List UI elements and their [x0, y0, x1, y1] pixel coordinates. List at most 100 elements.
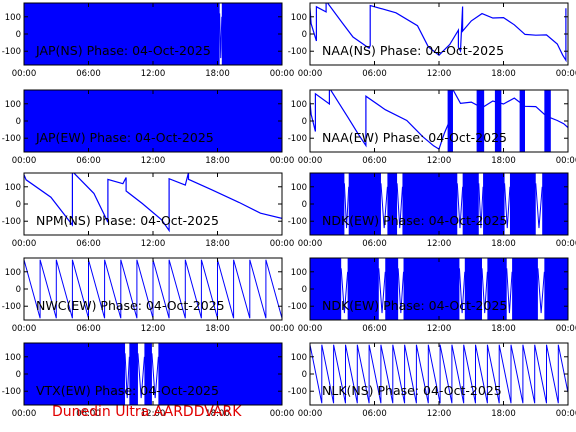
gap-trace: [340, 268, 349, 314]
x-tick-label: 00:00: [298, 156, 323, 166]
series-line: [310, 344, 568, 404]
dense-trace-block: [512, 258, 538, 320]
chart-panel: 100 0 -100 00:00 06:00 12:00 18:00 00:00 NDK(EW)…: [288, 172, 576, 249]
x-tick-label: 00:00: [298, 69, 323, 79]
dense-trace-block: [487, 258, 507, 320]
chart-panel: 100 0 -100 00:00 06:00 12:00 18:00 00:00 NDK(EW)…: [288, 257, 576, 334]
dense-trace-block: [544, 90, 551, 152]
dense-trace-block: [509, 173, 536, 235]
gap-trace: [151, 353, 159, 399]
x-tick-label: 00:00: [270, 409, 295, 419]
x-tick-label: 12:00: [141, 409, 166, 419]
x-tick-label: 00:00: [298, 409, 323, 419]
dense-trace-block: [494, 90, 502, 152]
plot-title: JAP(EW) Phase: 04-Oct-2025: [35, 130, 214, 145]
y-tick-label: 0: [16, 117, 21, 127]
dense-trace-block: [310, 173, 345, 235]
dense-trace-block: [385, 258, 399, 320]
y-tick-label: 100: [291, 183, 307, 193]
x-tick-label: 12:00: [427, 324, 452, 334]
x-tick-label: 00:00: [12, 409, 37, 419]
series-line: [24, 173, 282, 233]
x-tick-label: 18:00: [205, 156, 230, 166]
gap-trace: [380, 183, 388, 229]
dense-trace-block: [403, 258, 460, 320]
dense-trace-block: [24, 90, 282, 152]
plot-title: VTX(EW) Phase: 04-Oct-2025: [36, 383, 219, 398]
dense-trace-block: [464, 258, 482, 320]
x-tick-label: 00:00: [556, 239, 576, 249]
gap-trace: [219, 13, 223, 59]
x-tick-label: 18:00: [205, 69, 230, 79]
y-tick-label: 100: [291, 13, 307, 23]
plot-title: NWC(EW) Phase: 04-Oct-2025: [36, 298, 225, 313]
gap-trace: [378, 268, 386, 314]
dense-trace-block: [24, 3, 220, 65]
chart-panel: 100 0 -100 00:00 06:00 12:00 18:00 00:00 NLK(NS)…: [288, 342, 576, 419]
y-tick-label: 100: [291, 100, 307, 110]
plot-title: JAP(NS) Phase: 04-Oct-2025: [35, 43, 211, 58]
x-tick-label: 00:00: [270, 156, 295, 166]
chart-panel: 100 0 -100 00:00 06:00 12:00 18:00 00:00 NWC(EW)…: [2, 257, 294, 334]
y-tick-label: 100: [291, 268, 307, 278]
plot-title: NPM(NS) Phase: 04-Oct-2025: [36, 213, 219, 228]
x-tick-label: 06:00: [362, 239, 387, 249]
plot-area: [310, 173, 568, 235]
y-tick-label: 100: [291, 353, 307, 363]
x-tick-label: 12:00: [427, 69, 452, 79]
dense-trace-block: [347, 258, 379, 320]
series-line: [310, 3, 567, 63]
dense-trace-block: [402, 173, 458, 235]
dense-trace-block: [483, 173, 505, 235]
x-tick-label: 18:00: [491, 156, 516, 166]
x-tick-label: 06:00: [76, 239, 101, 249]
dense-trace-block: [144, 343, 152, 405]
x-tick-label: 00:00: [12, 156, 37, 166]
chart-panel: 100 0 -100 00:00 06:00 12:00 18:00 00:00 NAA(EW)…: [288, 89, 576, 166]
x-tick-label: 12:00: [141, 324, 166, 334]
x-tick-label: 18:00: [205, 409, 230, 419]
x-tick-label: 06:00: [76, 69, 101, 79]
plot-area: [310, 344, 568, 404]
dense-trace-block: [24, 343, 126, 405]
x-tick-label: 18:00: [491, 324, 516, 334]
y-tick-label: -100: [288, 134, 307, 144]
plot-title: NDK(EW) Phase: 04-Oct-2025: [322, 213, 507, 228]
dense-trace-block: [544, 258, 568, 320]
y-tick-label: -100: [2, 302, 21, 312]
y-tick-label: -100: [2, 217, 21, 227]
y-tick-label: 0: [302, 285, 307, 295]
plot-area: [24, 173, 282, 233]
gap-trace: [481, 268, 488, 314]
x-tick-label: 00:00: [556, 156, 576, 166]
y-tick-label: -100: [288, 302, 307, 312]
x-tick-label: 00:00: [270, 239, 295, 249]
y-tick-label: 0: [302, 117, 307, 127]
x-tick-label: 18:00: [491, 239, 516, 249]
y-tick-label: -100: [2, 134, 21, 144]
gap-trace: [343, 183, 350, 229]
x-tick-label: 06:00: [362, 409, 387, 419]
dense-trace-block: [387, 173, 398, 235]
x-tick-label: 18:00: [491, 69, 516, 79]
y-tick-label: 100: [5, 100, 21, 110]
x-tick-label: 00:00: [298, 239, 323, 249]
plot-area: [24, 90, 282, 152]
x-tick-label: 06:00: [362, 324, 387, 334]
x-tick-label: 12:00: [141, 239, 166, 249]
gap-trace: [124, 353, 130, 399]
gap-trace: [396, 183, 403, 229]
x-tick-label: 00:00: [270, 69, 295, 79]
x-tick-label: 00:00: [556, 69, 576, 79]
chart-panel: 100 0 -100 00:00 06:00 12:00 18:00 00:00 NPM(NS)…: [2, 172, 295, 249]
x-tick-label: 00:00: [12, 324, 37, 334]
dense-trace-block: [462, 173, 479, 235]
dense-trace-block: [129, 343, 138, 405]
y-tick-label: 100: [5, 183, 21, 193]
gap-trace: [506, 268, 513, 314]
chart-panel: 100 0 -100 00:00 06:00 12:00 18:00 00:00 JAP(EW)…: [2, 89, 295, 166]
y-tick-label: 0: [16, 30, 21, 40]
x-tick-label: 18:00: [491, 409, 516, 419]
plot-title: NAA(NS) Phase: 04-Oct-2025: [322, 43, 504, 58]
